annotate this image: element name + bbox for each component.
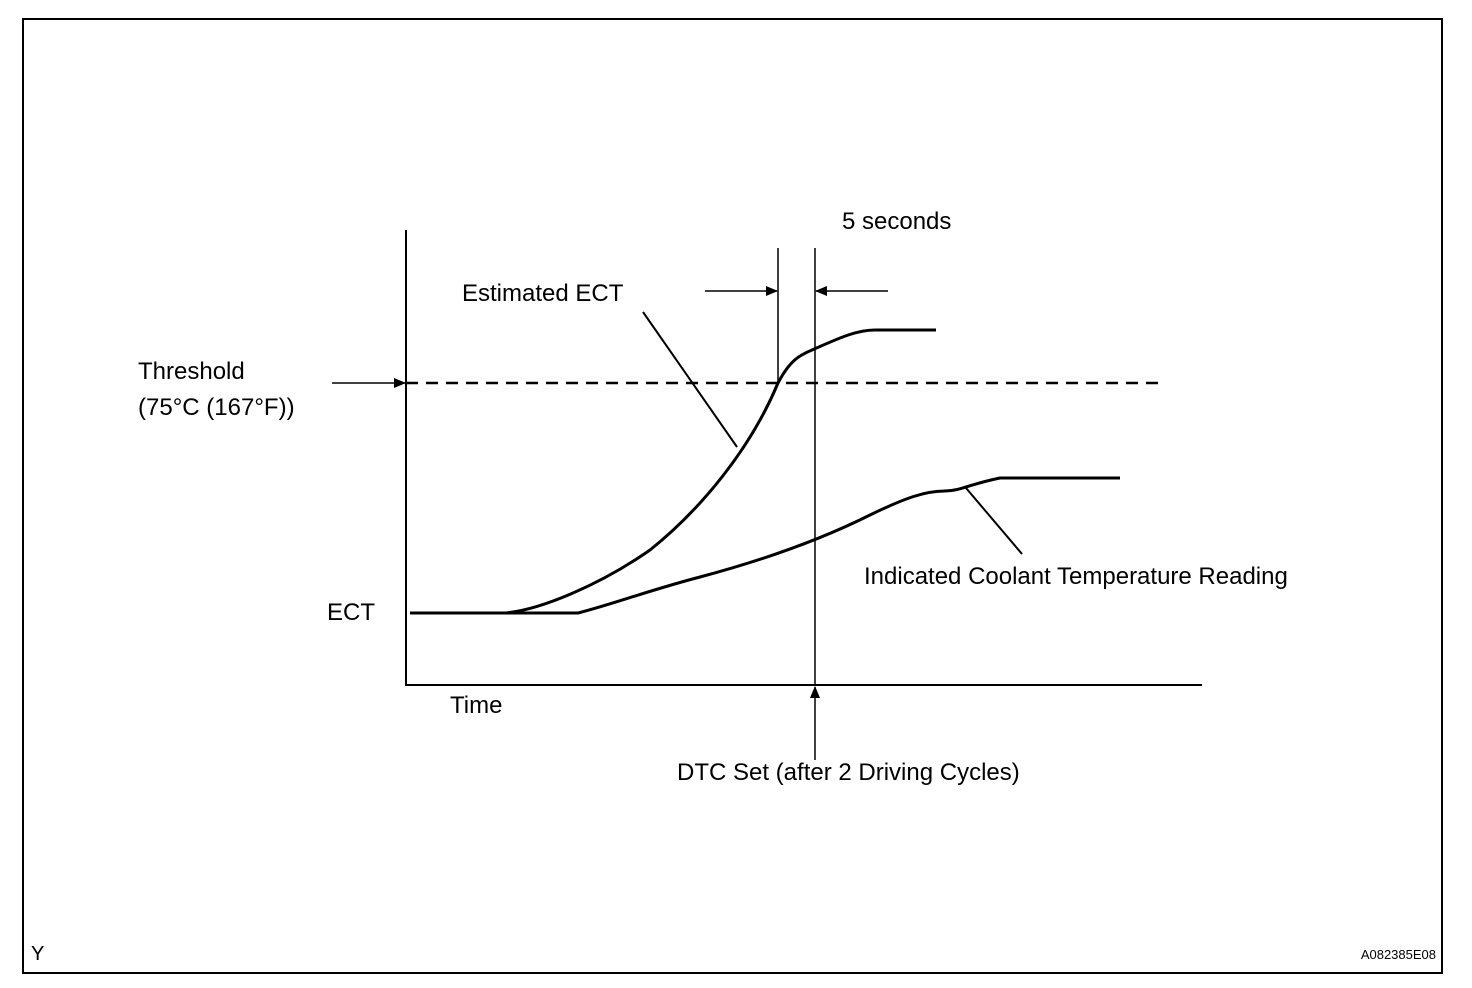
- threshold-label: Threshold: [138, 358, 245, 385]
- figure-code: A082385E08: [1361, 947, 1436, 962]
- ect-axis-label: ECT: [327, 599, 375, 626]
- indicated-reading-leader: [965, 487, 1023, 555]
- estimated-ect-leader: [642, 311, 738, 448]
- dtc-set-label: DTC Set (after 2 Driving Cycles): [677, 759, 1020, 786]
- indicated-reading-label: Indicated Coolant Temperature Reading: [864, 563, 1288, 590]
- figure-frame: [22, 18, 1443, 974]
- indicated-reading-curve: [410, 476, 1120, 615]
- time-axis-label: Time: [450, 692, 502, 719]
- five-seconds-label: 5 seconds: [842, 208, 951, 235]
- threshold-value-label: (75°C (167°F)): [138, 394, 295, 421]
- estimated-ect-curve: [410, 328, 936, 615]
- estimated-ect-label: Estimated ECT: [462, 280, 624, 307]
- corner-label: Y: [31, 943, 44, 965]
